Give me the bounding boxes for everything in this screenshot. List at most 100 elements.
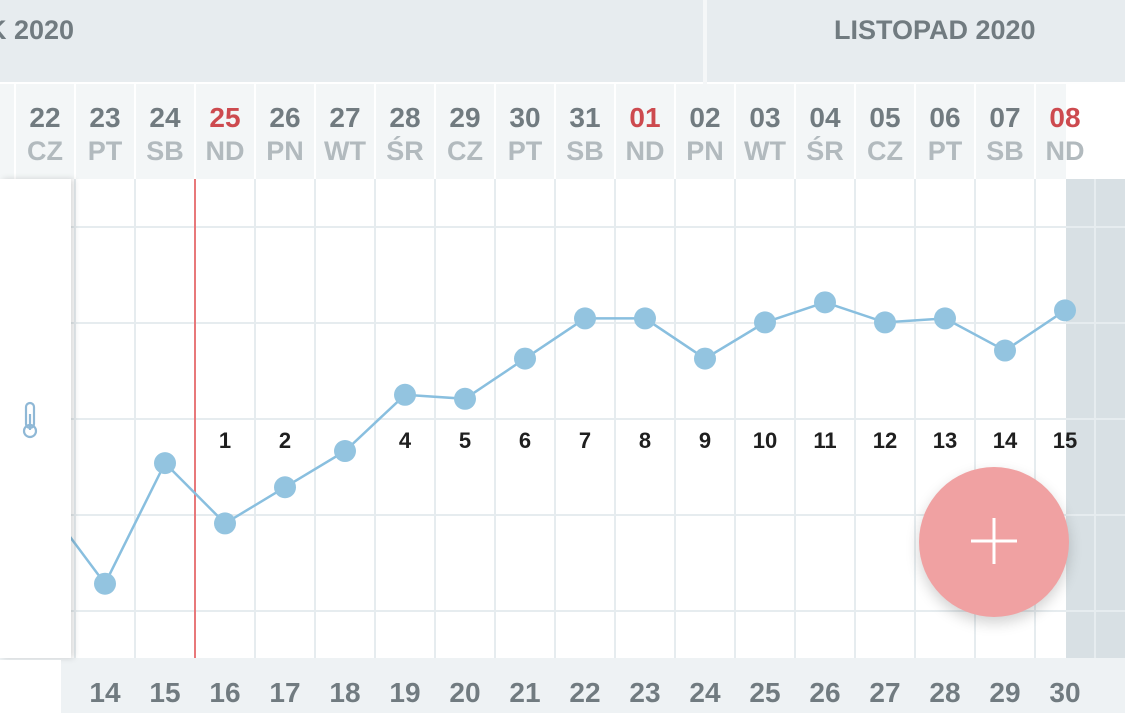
cycle-day-label: 4 xyxy=(398,428,412,453)
day-name: CZ xyxy=(27,136,63,166)
day-number: 06 xyxy=(929,102,961,133)
day-number: 27 xyxy=(329,102,361,133)
footer-number: 28 xyxy=(929,677,961,708)
day-name: PN xyxy=(266,136,304,166)
day-name: ŚR xyxy=(386,136,424,166)
day-name: SB xyxy=(566,136,604,166)
day-name: PT xyxy=(507,136,543,166)
cycle-day-label: 14 xyxy=(992,428,1018,453)
temperature-point-7 xyxy=(454,387,476,410)
cycle-day-label: 2 xyxy=(278,428,292,453)
footer-number: 18 xyxy=(329,677,361,708)
temperature-point-11 xyxy=(694,347,716,370)
footer-number: 25 xyxy=(749,677,781,708)
day-number: 03 xyxy=(749,102,781,133)
temperature-point-3 xyxy=(214,512,236,535)
temperature-point-17 xyxy=(1054,299,1076,322)
footer-number: 24 xyxy=(689,677,721,708)
day-name: ND xyxy=(1045,136,1085,166)
temperature-point-14 xyxy=(874,311,896,334)
day-number: 22 xyxy=(29,102,61,133)
footer-number: 17 xyxy=(269,677,301,708)
day-name: ND xyxy=(205,136,245,166)
day-name: CZ xyxy=(447,136,483,166)
cycle-day-label: 13 xyxy=(932,428,958,453)
day-header-8[interactable]: 30 PT xyxy=(495,84,555,179)
temperature-point-4 xyxy=(274,476,296,499)
day-header-1[interactable]: 23 PT xyxy=(75,84,135,179)
footer-bar xyxy=(0,658,1125,713)
day-header-3[interactable]: 25 ND xyxy=(195,84,255,179)
cycle-day-label: 11 xyxy=(813,428,837,453)
day-header-12[interactable]: 03 WT xyxy=(735,84,795,179)
day-header-10[interactable]: 01 ND xyxy=(615,84,675,179)
temperature-point-6 xyxy=(394,383,416,406)
cycle-day-label: 6 xyxy=(518,428,532,453)
add-entry-button[interactable] xyxy=(919,467,1069,617)
temperature-point-1 xyxy=(94,572,116,595)
day-header-14[interactable]: 05 CZ xyxy=(855,84,915,179)
footer-number: 23 xyxy=(629,677,661,708)
day-header-0[interactable]: 22 CZ xyxy=(15,84,75,179)
day-name: PT xyxy=(927,136,963,166)
days-header xyxy=(0,84,1125,179)
day-header-16[interactable]: 07 SB xyxy=(975,84,1035,179)
day-number: 04 xyxy=(809,102,841,133)
day-name: SB xyxy=(986,136,1024,166)
plus-icon xyxy=(971,518,1017,564)
cycle-day-label: 1 xyxy=(218,428,232,453)
day-number: 24 xyxy=(149,102,181,133)
day-number: 25 xyxy=(209,102,241,133)
day-number: 31 xyxy=(569,102,601,133)
month-bar xyxy=(0,0,1125,82)
temperature-point-13 xyxy=(814,291,836,314)
cycle-day-label: 8 xyxy=(638,428,652,453)
day-header-7[interactable]: 29 CZ xyxy=(435,84,495,179)
thermometer-icon[interactable] xyxy=(18,400,42,440)
cycle-day-label: 5 xyxy=(458,428,472,453)
day-number: 26 xyxy=(269,102,301,133)
cycle-day-label: 15 xyxy=(1052,428,1078,453)
footer-number: 29 xyxy=(989,677,1021,708)
cycle-day-label: 12 xyxy=(872,428,898,453)
month-label-october: K 2020 xyxy=(0,15,75,45)
left-footer xyxy=(0,660,61,713)
day-header-5[interactable]: 27 WT xyxy=(315,84,375,179)
day-name: ŚR xyxy=(806,136,844,166)
footer-number: 26 xyxy=(809,677,841,708)
day-header-13[interactable]: 04 ŚR xyxy=(795,84,855,179)
day-header-2[interactable]: 24 SB xyxy=(135,84,195,179)
day-number: 30 xyxy=(509,102,541,133)
day-number: 23 xyxy=(89,102,121,133)
day-number: 07 xyxy=(989,102,1021,133)
day-number: 08 xyxy=(1049,102,1081,133)
day-name: CZ xyxy=(867,136,903,166)
day-header-17[interactable]: 08 ND xyxy=(1035,84,1095,179)
footer-number: 30 xyxy=(1049,677,1081,708)
cycle-day-label: 9 xyxy=(698,428,712,453)
day-header-11[interactable]: 02 PN xyxy=(675,84,735,179)
day-header-6[interactable]: 28 ŚR xyxy=(375,84,435,179)
temperature-point-10 xyxy=(634,307,656,330)
day-name: SB xyxy=(146,136,184,166)
footer-number: 15 xyxy=(149,677,181,708)
footer-number: 14 xyxy=(89,677,121,708)
day-name: WT xyxy=(744,136,786,166)
day-number: 02 xyxy=(689,102,721,133)
temperature-point-16 xyxy=(994,339,1016,362)
temperature-point-12 xyxy=(754,311,776,334)
footer-number: 21 xyxy=(509,677,541,708)
temperature-point-5 xyxy=(334,440,356,463)
temperature-point-8 xyxy=(514,347,536,370)
day-header-15[interactable]: 06 PT xyxy=(915,84,975,179)
footer-number: 22 xyxy=(569,677,601,708)
cycle-day-label: 10 xyxy=(752,428,778,453)
day-number: 01 xyxy=(629,102,661,133)
day-header-9[interactable]: 31 SB xyxy=(555,84,615,179)
footer-number: 16 xyxy=(209,677,241,708)
month-label-november: LISTOPAD 2020 xyxy=(834,15,1036,45)
temperature-point-15 xyxy=(934,307,956,330)
day-header-4[interactable]: 26 PN xyxy=(255,84,315,179)
footer-number: 20 xyxy=(449,677,481,708)
temperature-point-2 xyxy=(154,452,176,475)
